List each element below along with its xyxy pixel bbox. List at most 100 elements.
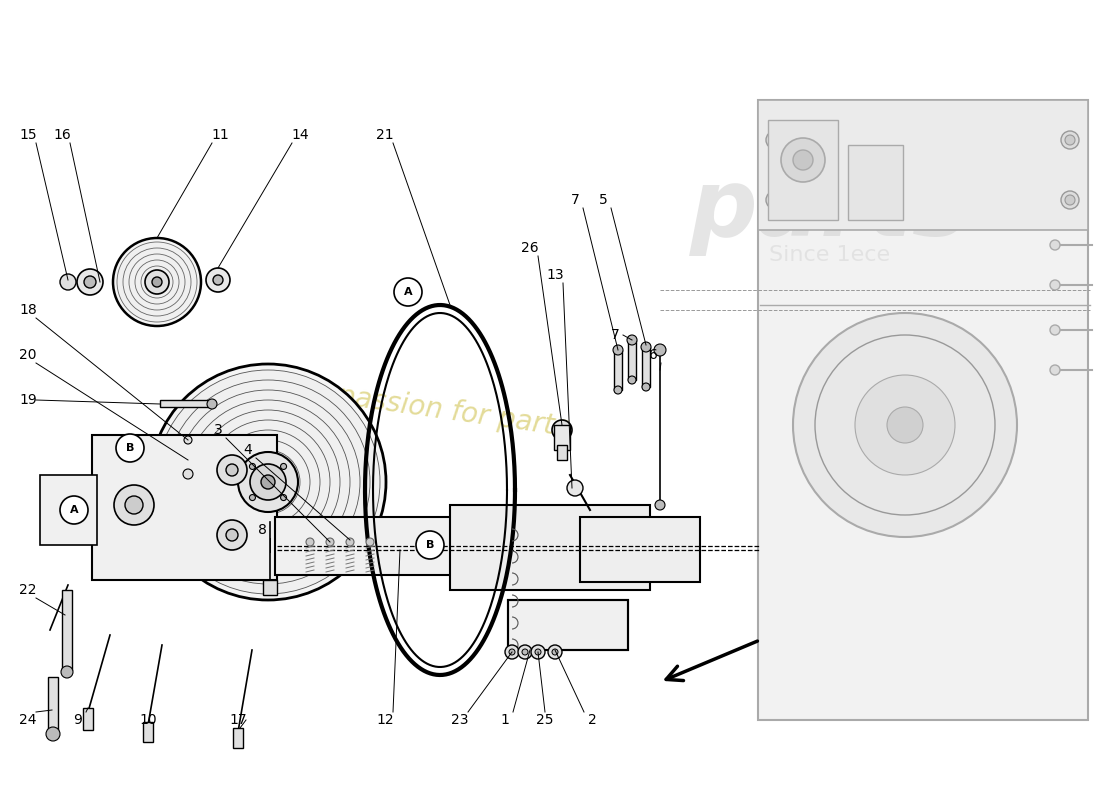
Text: 2: 2 [587, 713, 596, 727]
Circle shape [183, 469, 192, 479]
Text: A: A [404, 287, 412, 297]
Text: 19: 19 [19, 393, 37, 407]
Circle shape [1050, 240, 1060, 250]
Circle shape [654, 500, 666, 510]
Text: B: B [426, 540, 434, 550]
Circle shape [216, 430, 320, 534]
Bar [614, 350, 622, 390]
Text: 21: 21 [376, 128, 394, 142]
Circle shape [781, 138, 825, 182]
Bar [580, 517, 700, 582]
Circle shape [250, 463, 255, 470]
Circle shape [60, 274, 76, 290]
Bar [628, 340, 636, 380]
Circle shape [129, 254, 185, 310]
Circle shape [116, 434, 144, 462]
Circle shape [552, 649, 558, 655]
Circle shape [770, 195, 780, 205]
Bar [82, 708, 94, 730]
Circle shape [505, 645, 519, 659]
Text: 5: 5 [598, 193, 607, 207]
Circle shape [184, 436, 192, 444]
Circle shape [613, 345, 623, 355]
Text: 22: 22 [20, 583, 36, 597]
Circle shape [531, 645, 544, 659]
Bar [62, 590, 72, 670]
Circle shape [628, 376, 636, 384]
Text: 20: 20 [20, 348, 36, 362]
Bar [554, 425, 570, 450]
Circle shape [770, 135, 780, 145]
Circle shape [213, 275, 223, 285]
Circle shape [226, 440, 310, 524]
Circle shape [238, 452, 298, 512]
Circle shape [114, 485, 154, 525]
Circle shape [766, 191, 784, 209]
Circle shape [226, 464, 238, 476]
Circle shape [306, 538, 313, 546]
Circle shape [509, 649, 515, 655]
Circle shape [217, 520, 248, 550]
Circle shape [522, 649, 528, 655]
Circle shape [261, 475, 275, 489]
Circle shape [1062, 191, 1079, 209]
Circle shape [641, 342, 651, 352]
Bar [263, 580, 277, 595]
Circle shape [206, 268, 230, 292]
Circle shape [46, 727, 60, 741]
Circle shape [113, 238, 201, 326]
Text: B: B [125, 443, 134, 453]
Circle shape [855, 375, 955, 475]
Circle shape [217, 455, 248, 485]
Circle shape [207, 399, 217, 409]
Circle shape [250, 494, 255, 501]
Circle shape [793, 313, 1018, 537]
Bar [92, 435, 277, 580]
Circle shape [152, 277, 162, 287]
Text: 25: 25 [537, 713, 553, 727]
Text: parts: parts [691, 164, 970, 256]
Circle shape [166, 380, 370, 584]
Text: 1: 1 [500, 713, 509, 727]
Bar [40, 475, 97, 545]
Circle shape [346, 538, 354, 546]
Text: a passion for parts: a passion for parts [310, 378, 570, 442]
Text: 24: 24 [20, 713, 36, 727]
Text: Since 1ece: Since 1ece [769, 245, 891, 265]
Circle shape [1065, 135, 1075, 145]
Circle shape [196, 410, 340, 554]
Circle shape [77, 269, 103, 295]
Circle shape [1062, 131, 1079, 149]
Bar [450, 505, 650, 590]
Circle shape [1050, 280, 1060, 290]
Text: 26: 26 [521, 241, 539, 255]
Bar [275, 517, 635, 575]
Bar [768, 120, 838, 220]
Circle shape [535, 649, 541, 655]
Text: 12: 12 [376, 713, 394, 727]
Circle shape [1065, 195, 1075, 205]
Circle shape [627, 335, 637, 345]
Bar [508, 600, 628, 650]
Text: 9: 9 [74, 713, 82, 727]
Circle shape [156, 370, 380, 594]
Bar [160, 400, 212, 407]
Circle shape [548, 645, 562, 659]
Circle shape [206, 420, 330, 544]
Circle shape [366, 538, 374, 546]
Text: 13: 13 [547, 268, 564, 282]
Text: 7: 7 [571, 193, 580, 207]
Circle shape [150, 364, 386, 600]
Text: 6: 6 [649, 348, 658, 362]
Text: 3: 3 [213, 423, 222, 437]
Circle shape [145, 270, 169, 294]
Bar [508, 600, 628, 650]
Text: 17: 17 [229, 713, 246, 727]
Bar [758, 100, 1088, 230]
Circle shape [394, 278, 422, 306]
Circle shape [566, 480, 583, 496]
Bar [557, 445, 566, 460]
Bar [233, 728, 243, 748]
Text: 14: 14 [292, 128, 309, 142]
Circle shape [135, 260, 179, 304]
